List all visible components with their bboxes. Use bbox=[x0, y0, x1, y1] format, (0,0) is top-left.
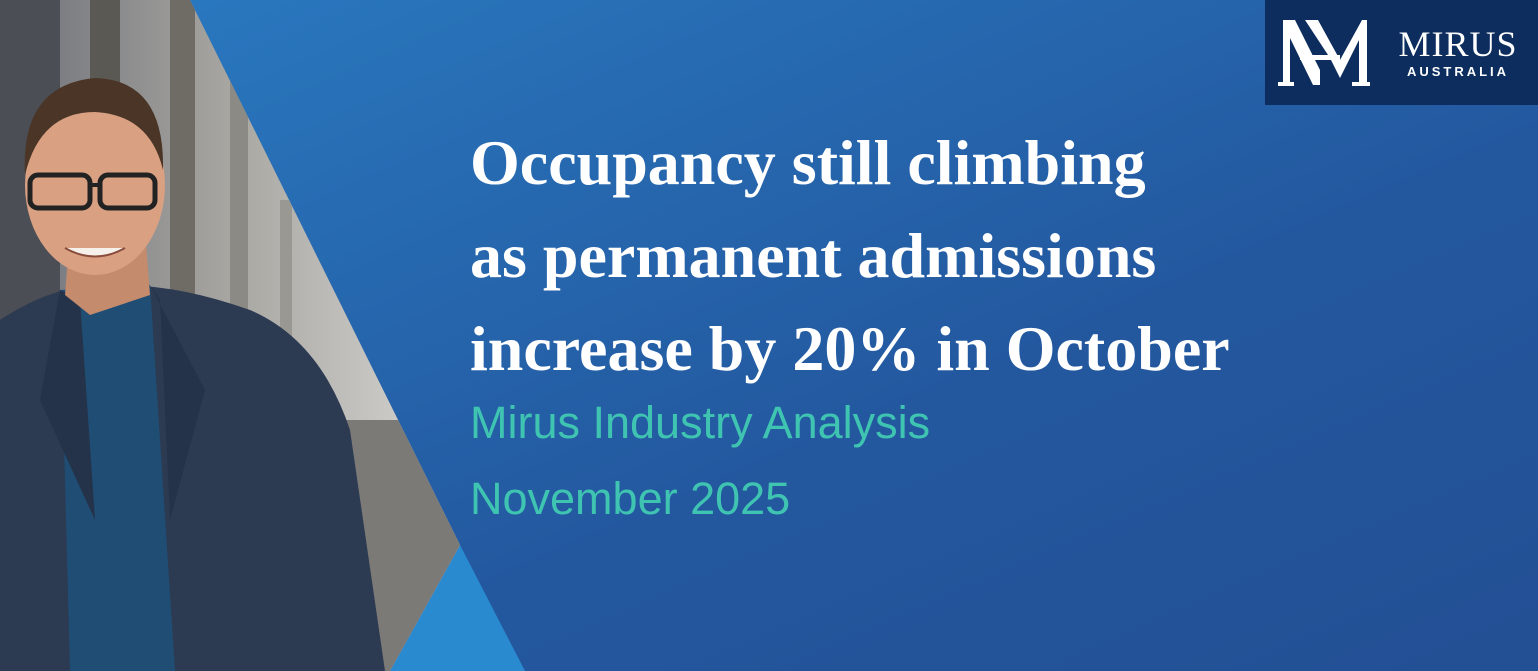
subtitle-line: Mirus Industry Analysis bbox=[470, 397, 930, 448]
headline: Occupancy still climbing as permanent adm… bbox=[470, 127, 1230, 384]
subtitle-line: November 2025 bbox=[470, 473, 790, 524]
logo-region: AUSTRALIA bbox=[1407, 64, 1509, 79]
headline-line: as permanent admissions bbox=[470, 220, 1156, 291]
headline-line: increase by 20% in October bbox=[470, 313, 1230, 384]
headline-line: Occupancy still climbing bbox=[470, 127, 1146, 198]
logo-name: MIRUS bbox=[1398, 24, 1517, 64]
photo bbox=[0, 0, 460, 671]
accent-triangle bbox=[390, 545, 525, 671]
logo-monogram bbox=[1278, 20, 1370, 86]
subtitle: Mirus Industry Analysis November 2025 bbox=[470, 397, 930, 524]
